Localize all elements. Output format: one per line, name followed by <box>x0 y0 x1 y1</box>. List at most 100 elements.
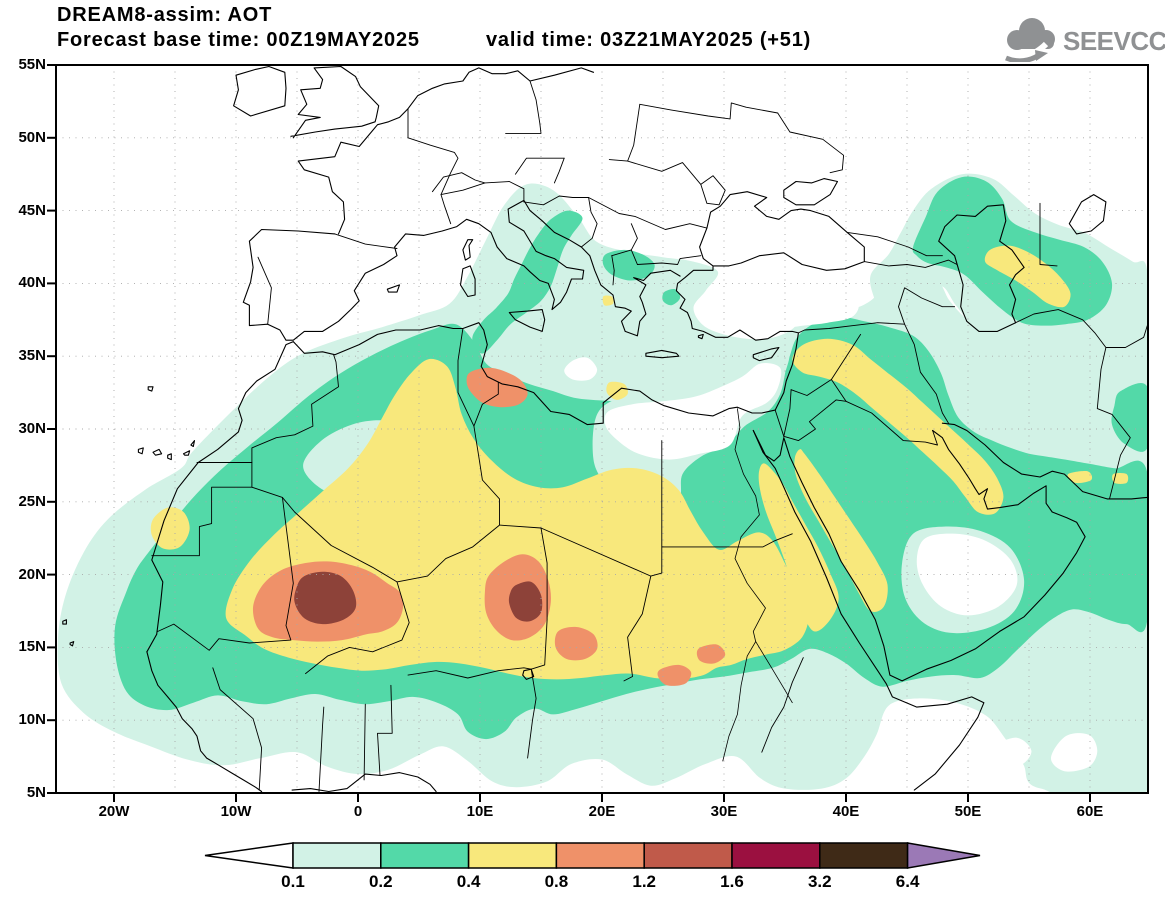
colorbar <box>204 842 981 869</box>
logo-text: SEEVCCC <box>1063 26 1165 56</box>
island-outline <box>152 448 163 456</box>
aot-area-0p4 <box>792 338 1004 515</box>
lon-axis-label: 0 <box>353 803 363 820</box>
country-border <box>846 231 943 257</box>
colorbar-segment <box>380 842 470 869</box>
lat-axis-label: 35N <box>18 347 46 365</box>
aot-area-0p2 <box>602 249 655 281</box>
country-border <box>457 328 475 427</box>
country-border <box>636 255 702 265</box>
lat-axis-label: 15N <box>18 638 46 656</box>
colorbar-tick-label: 1.2 <box>632 872 656 891</box>
lake-outline <box>938 204 1025 332</box>
country-border <box>257 256 272 325</box>
colorbar-tick-label: 1.6 <box>720 872 744 891</box>
country-border <box>151 462 253 557</box>
country-border <box>661 440 793 548</box>
colorbar-segment <box>643 842 733 869</box>
coastline <box>146 651 263 793</box>
forecast-base-time: Forecast base time: 00Z19MAY2025 <box>57 29 420 51</box>
colorbar-segment <box>555 842 645 869</box>
colorbar-tick-label: 0.4 <box>456 872 481 891</box>
coastline <box>941 422 1148 500</box>
aot-area-0p4 <box>150 507 190 550</box>
country-border <box>761 657 804 753</box>
aot-area-0p4 <box>984 245 1071 308</box>
island-outline <box>386 284 401 293</box>
island-outline <box>752 346 780 362</box>
country-border <box>377 684 393 776</box>
lat-axis-label: 55N <box>18 56 46 73</box>
aot-area-0p4 <box>758 463 839 632</box>
country-border <box>700 175 726 206</box>
island-outline <box>508 309 546 332</box>
country-border <box>363 703 366 781</box>
country-border <box>790 379 832 396</box>
aot-area-0p2 <box>472 210 583 354</box>
lat-axis-label: 40N <box>18 274 46 292</box>
lon-axis-label: 30E <box>710 803 738 820</box>
country-border <box>407 108 459 196</box>
country-border <box>157 496 294 651</box>
aot-area-clear <box>604 362 782 460</box>
country-border <box>473 381 499 427</box>
country-border <box>650 546 663 577</box>
country-border <box>904 323 949 424</box>
colorbar-segment <box>819 842 909 869</box>
island-outline <box>697 333 704 340</box>
aot-area-clear <box>916 533 1018 616</box>
lake-outline <box>1068 194 1107 235</box>
country-border <box>1015 309 1131 500</box>
chart-title: DREAM8-assim: AOT <box>57 4 273 26</box>
coastline <box>291 772 437 793</box>
country-border <box>473 425 500 526</box>
aot-area-0p8 <box>657 664 692 686</box>
island-outline <box>459 265 476 298</box>
aot-area-0p4 <box>602 295 614 306</box>
country-border <box>639 102 779 120</box>
lat-axis-label: 5N <box>26 784 46 801</box>
aot-area-core <box>508 581 543 622</box>
country-border <box>1039 202 1058 267</box>
island-outline <box>462 239 474 261</box>
aot-area-clear <box>708 273 859 329</box>
aot-area-0p8 <box>554 626 598 661</box>
aot-area-0p2 <box>662 288 681 306</box>
country-border <box>212 667 263 791</box>
lat-axis-label: 45N <box>18 201 46 219</box>
lon-axis-label: 10E <box>466 803 494 820</box>
seevccc-logo: SEEVCCC <box>1000 14 1165 64</box>
aot-area-0p2 <box>1111 383 1148 452</box>
coastline <box>752 429 1086 682</box>
colorbar-tick-label: 0.1 <box>281 872 305 891</box>
cloud-logo-icon <box>1000 18 1055 64</box>
lon-axis-label: 40E <box>832 803 860 820</box>
lat-axis-label: 10N <box>18 711 46 729</box>
coastline <box>752 429 985 791</box>
colorbar-tick-label: 0.8 <box>544 872 569 891</box>
country-border <box>530 527 548 670</box>
lat-axis-label: 30N <box>18 420 46 437</box>
colorbar-segment <box>292 842 382 869</box>
colorbar-over-arrow <box>906 842 981 869</box>
country-border <box>777 112 845 174</box>
country-border <box>627 160 720 206</box>
lon-axis-label: 50E <box>954 803 982 820</box>
coastline <box>242 199 681 341</box>
coastline <box>233 65 287 117</box>
country-border <box>797 322 906 334</box>
colorbar-tick-label: 0.2 <box>368 872 393 891</box>
island-outline <box>147 386 154 392</box>
country-border <box>305 581 410 675</box>
aot-area-clear <box>1050 733 1098 772</box>
country-border <box>514 157 565 175</box>
country-border <box>611 249 632 257</box>
country-border <box>630 223 638 265</box>
lat-axis-label: 50N <box>18 128 46 146</box>
island-outline <box>137 447 144 455</box>
island-outline <box>182 450 191 456</box>
colorbar-segment <box>731 842 821 869</box>
country-border <box>1105 325 1148 348</box>
country-border <box>318 706 325 792</box>
